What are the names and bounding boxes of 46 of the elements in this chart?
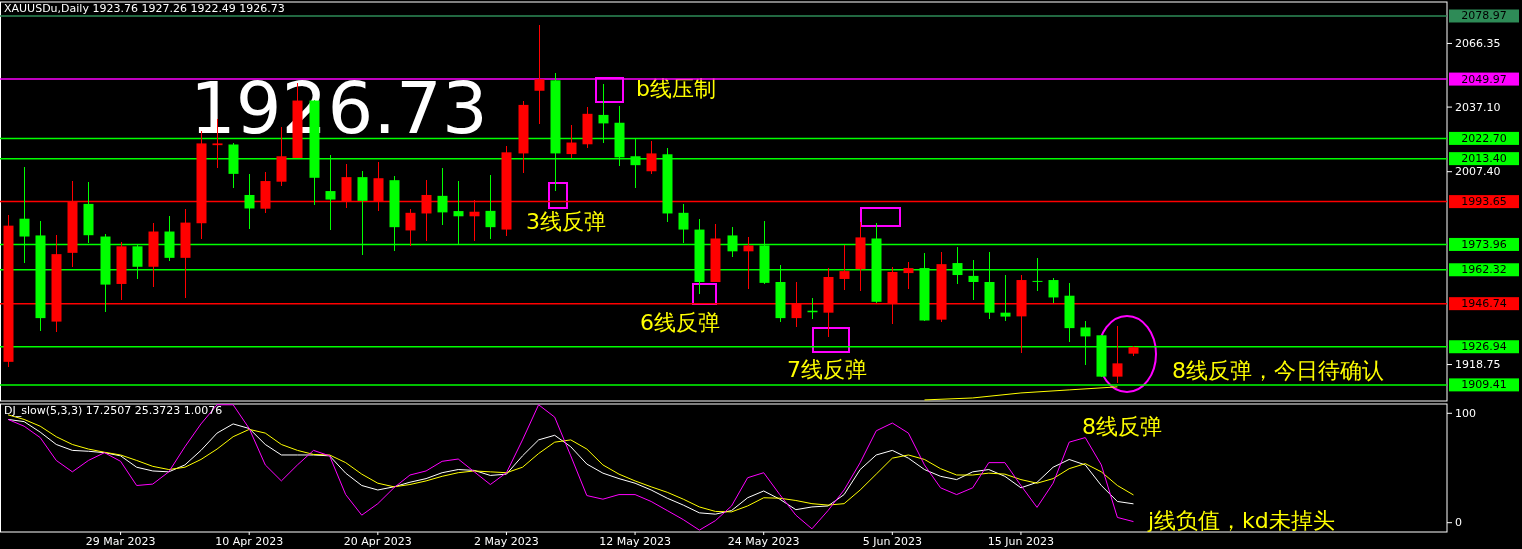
x-tick-label: 29 Mar 2023	[85, 535, 156, 548]
candlestick	[244, 173, 255, 230]
candlestick	[1000, 274, 1011, 321]
y-tick-label: 2037.10	[1455, 100, 1501, 114]
y-tick-label: 0	[1455, 516, 1462, 530]
x-tick-label: 2 May 2023	[474, 535, 539, 548]
annotation: b线压制	[636, 76, 716, 101]
x-tick-label: 15 Jun 2023	[987, 535, 1055, 548]
ref-line-label: 1946.74	[1461, 297, 1507, 311]
ref-line-label: 2013.40	[1461, 152, 1507, 166]
candlestick	[1048, 277, 1059, 304]
y-tick-label: 2066.35	[1455, 36, 1501, 50]
candlestick	[646, 140, 657, 175]
annotation: 3线反弹	[526, 209, 606, 234]
candlestick	[405, 208, 416, 247]
annotation: 6线反弹	[640, 310, 720, 335]
candlestick	[566, 124, 577, 159]
ref-line-label: 1993.65	[1461, 195, 1507, 209]
ref-line-label: 1926.94	[1461, 340, 1507, 354]
candlestick	[437, 167, 448, 226]
ref-line-label: 2049.97	[1461, 72, 1507, 86]
x-tick-label: 20 Apr 2023	[343, 535, 412, 548]
y-tick-label: 1918.75	[1455, 358, 1501, 372]
candlestick	[903, 261, 914, 290]
annotation: 8线反弹，今日待确认	[1172, 358, 1384, 383]
chart-title: XAUUSDu,Daily 1923.76 1927.26 1922.49 1926.73	[4, 2, 285, 15]
ref-line-label: 1973.96	[1461, 237, 1507, 251]
candlestick	[485, 174, 496, 240]
ref-line-label: 1909.41	[1461, 378, 1507, 392]
candlestick	[1112, 325, 1123, 384]
annotation: 8线反弹	[1082, 414, 1162, 439]
x-tick-label: 10 Apr 2023	[215, 535, 284, 548]
x-tick-label: 24 May 2023	[727, 535, 800, 548]
ref-line-label: 1962.32	[1461, 263, 1507, 277]
y-tick-label: 100	[1455, 406, 1476, 420]
candlestick	[743, 236, 754, 290]
line-series	[923, 386, 1118, 401]
annotation: j线负值，kd未掉头	[1147, 508, 1335, 533]
annotation: 7线反弹	[787, 357, 867, 382]
y-tick-label: 2007.40	[1455, 165, 1501, 179]
candlestick	[839, 244, 850, 291]
candlestick	[534, 24, 545, 125]
x-tick-label: 12 May 2023	[599, 535, 671, 548]
x-tick-label: 5 Jun 2023	[862, 535, 922, 548]
ref-line-label: 2078.97	[1461, 9, 1507, 23]
ref-line-label: 2022.70	[1461, 131, 1507, 145]
